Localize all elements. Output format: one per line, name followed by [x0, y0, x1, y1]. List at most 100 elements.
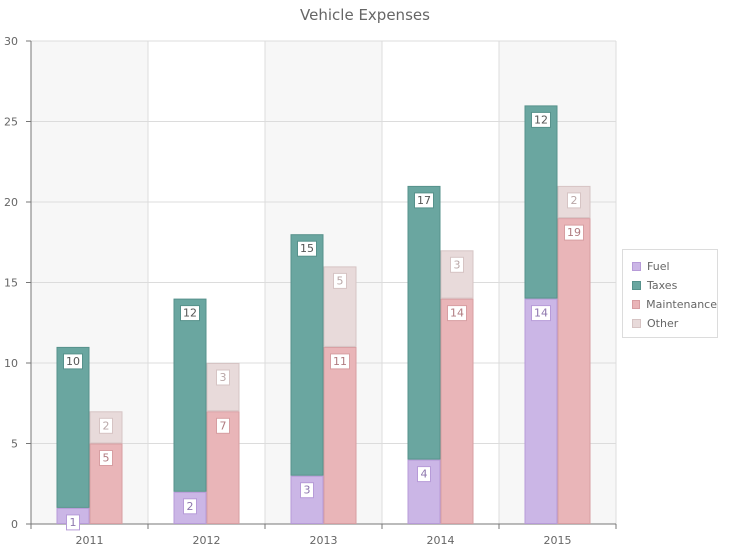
data-label-text: 19 — [567, 226, 581, 239]
bar-taxes — [407, 185, 441, 460]
data-label-text: 10 — [66, 355, 80, 368]
data-label-box — [531, 305, 551, 322]
bar-other — [89, 411, 123, 444]
data-label-box — [417, 466, 431, 483]
bar-taxes — [56, 346, 90, 508]
data-label-box — [414, 192, 434, 209]
legend-label: Maintenance — [646, 298, 717, 311]
bar-taxes — [173, 298, 207, 492]
data-label-box — [216, 417, 230, 434]
legend: Fuel Taxes Maintenance Other — [622, 249, 718, 338]
x-tick-label: 2014 — [427, 534, 455, 547]
data-label-fuel: 3 — [300, 482, 314, 499]
data-label-text: 15 — [300, 242, 314, 255]
bar-maintenance — [323, 346, 357, 524]
bar-fuel — [524, 298, 558, 524]
data-label-text: 1 — [70, 516, 77, 529]
legend-swatch — [632, 262, 641, 271]
data-label-box — [450, 256, 464, 273]
data-label-maintenance: 19 — [564, 224, 584, 241]
y-tick-label: 0 — [11, 518, 18, 531]
legend-label: Other — [647, 317, 679, 330]
x-tick-label: 2015 — [544, 534, 572, 547]
data-label-other: 3 — [450, 256, 464, 273]
legend-item-fuel[interactable]: Fuel — [632, 257, 717, 276]
data-label-maintenance: 5 — [99, 450, 113, 466]
data-label-taxes: 12 — [180, 305, 200, 322]
data-label-other: 2 — [99, 417, 113, 434]
chart-title: Vehicle Expenses — [300, 6, 430, 24]
legend-label: Fuel — [647, 260, 670, 273]
data-label-box — [297, 240, 317, 257]
data-label-box — [567, 192, 581, 209]
data-label-box — [564, 224, 584, 241]
data-label-box — [99, 450, 113, 466]
data-label-text: 3 — [304, 484, 311, 497]
bar-taxes — [290, 234, 324, 476]
data-label-text: 17 — [417, 194, 431, 207]
legend-swatch — [632, 281, 641, 290]
y-tick-label: 20 — [4, 196, 18, 209]
data-label-box — [531, 111, 551, 128]
y-tick-label: 5 — [11, 438, 18, 451]
data-label-box — [99, 417, 113, 434]
data-label-text: 14 — [450, 307, 464, 320]
legend-item-other[interactable]: Other — [632, 314, 717, 333]
data-label-box — [66, 514, 80, 531]
data-labels: 1 10 5 2 2 12 7 3 3 15 11 5 4 17 14 3 14 12 19 2 — [63, 111, 584, 531]
y-tick-label: 10 — [4, 357, 18, 370]
data-label-box — [300, 482, 314, 499]
data-label-other: 5 — [333, 272, 347, 289]
x-tick-label: 2011 — [76, 534, 104, 547]
data-label-taxes: 12 — [531, 111, 551, 128]
data-label-box — [330, 353, 350, 370]
legend-swatch — [632, 319, 641, 328]
y-tick-label: 25 — [4, 116, 18, 129]
bar-taxes — [524, 105, 558, 299]
x-tick-label: 2012 — [193, 534, 221, 547]
data-label-taxes: 15 — [297, 240, 317, 257]
data-label-text: 3 — [220, 371, 227, 384]
data-label-fuel: 2 — [183, 498, 197, 515]
x-tick-label: 2013 — [310, 534, 338, 547]
bar-maintenance — [557, 218, 591, 524]
bar-maintenance — [440, 298, 474, 524]
legend-swatch — [632, 300, 641, 309]
data-label-box — [447, 305, 467, 322]
data-label-box — [180, 305, 200, 322]
data-label-box — [183, 498, 197, 515]
data-label-text: 7 — [220, 419, 227, 432]
data-label-other: 2 — [567, 192, 581, 209]
data-label-box — [63, 353, 83, 370]
bars — [56, 105, 591, 525]
data-label-text: 11 — [333, 355, 347, 368]
data-label-other: 3 — [216, 369, 230, 386]
data-label-text: 2 — [103, 419, 110, 432]
data-label-text: 5 — [337, 274, 344, 287]
data-label-text: 2 — [187, 500, 194, 513]
legend-item-maintenance[interactable]: Maintenance — [632, 295, 717, 314]
data-label-text: 3 — [454, 258, 461, 271]
data-label-taxes: 17 — [414, 192, 434, 209]
data-label-text: 12 — [534, 113, 548, 126]
y-tick-label: 15 — [4, 277, 18, 290]
legend-label: Taxes — [647, 279, 678, 292]
legend-item-taxes[interactable]: Taxes — [632, 276, 717, 295]
data-label-text: 5 — [103, 452, 110, 465]
data-label-text: 12 — [183, 307, 197, 320]
data-label-box — [333, 272, 347, 289]
data-label-fuel: 4 — [417, 466, 431, 483]
data-label-maintenance: 7 — [216, 417, 230, 434]
data-label-text: 4 — [421, 468, 428, 481]
data-label-box — [216, 369, 230, 386]
data-label-fuel: 14 — [531, 305, 551, 322]
data-label-maintenance: 11 — [330, 353, 350, 370]
data-label-fuel: 1 — [66, 514, 80, 531]
y-tick-label: 30 — [4, 35, 18, 48]
data-label-text: 14 — [534, 307, 548, 320]
data-label-text: 2 — [571, 194, 578, 207]
data-label-taxes: 10 — [63, 353, 83, 370]
data-label-maintenance: 14 — [447, 305, 467, 322]
